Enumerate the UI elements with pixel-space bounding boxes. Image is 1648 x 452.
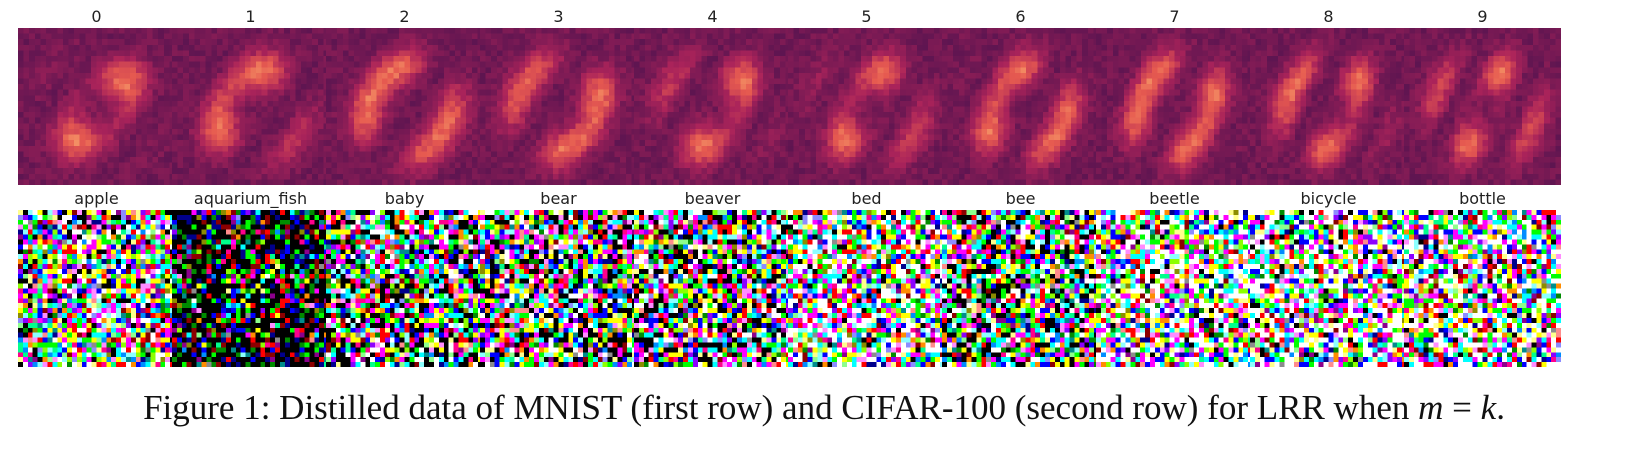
class-label: 6 — [1015, 7, 1026, 26]
mnist-distilled-image — [634, 28, 791, 185]
cifar-distilled-image — [1096, 210, 1253, 367]
class-label: 9 — [1477, 7, 1488, 26]
cifar-distilled-image — [1404, 210, 1561, 367]
mnist-distilled-image — [326, 28, 483, 185]
figure-caption: Figure 1: Distilled data of MNIST (first… — [0, 388, 1648, 428]
class-label: bear — [540, 189, 577, 208]
mnist-distilled-image — [480, 28, 637, 185]
class-label: 7 — [1169, 7, 1180, 26]
class-label: 5 — [861, 7, 872, 26]
cifar-distilled-image — [172, 210, 329, 367]
mnist-row: 0 1 2 3 4 5 6 7 8 9 — [18, 6, 1633, 196]
cifar-distilled-image — [942, 210, 1099, 367]
mnist-distilled-image — [1250, 28, 1407, 185]
class-label: bed — [851, 189, 882, 208]
class-label: 2 — [399, 7, 410, 26]
class-label: 1 — [245, 7, 256, 26]
cifar-distilled-image — [18, 210, 175, 367]
class-label: 8 — [1323, 7, 1334, 26]
class-label: bee — [1005, 189, 1036, 208]
mnist-distilled-image — [942, 28, 1099, 185]
class-label: 4 — [707, 7, 718, 26]
cifar-distilled-image — [480, 210, 637, 367]
caption-suffix: . — [1496, 388, 1505, 427]
class-label: 0 — [91, 7, 102, 26]
class-label: bicycle — [1300, 189, 1357, 208]
mnist-distilled-image — [788, 28, 945, 185]
class-label: bottle — [1459, 189, 1506, 208]
class-label: 3 — [553, 7, 564, 26]
class-label: beaver — [684, 189, 741, 208]
cifar100-row: apple aquarium_fish baby bear beaver bed bee be… — [18, 188, 1633, 378]
caption-var-m: m — [1418, 388, 1444, 427]
class-label: beetle — [1149, 189, 1200, 208]
class-label: baby — [384, 189, 425, 208]
cifar-distilled-image — [788, 210, 945, 367]
caption-var-k: k — [1480, 388, 1497, 427]
mnist-distilled-image — [18, 28, 175, 185]
cifar-distilled-image — [634, 210, 791, 367]
mnist-distilled-image — [172, 28, 329, 185]
class-label: apple — [74, 189, 119, 208]
cifar-distilled-image — [326, 210, 483, 367]
mnist-distilled-image — [1096, 28, 1253, 185]
cifar-distilled-image — [1250, 210, 1407, 367]
caption-equals: = — [1443, 388, 1481, 427]
mnist-distilled-image — [1404, 28, 1561, 185]
caption-prefix: Figure 1: Distilled data of MNIST (first… — [143, 388, 1419, 427]
class-label: aquarium_fish — [193, 189, 308, 208]
